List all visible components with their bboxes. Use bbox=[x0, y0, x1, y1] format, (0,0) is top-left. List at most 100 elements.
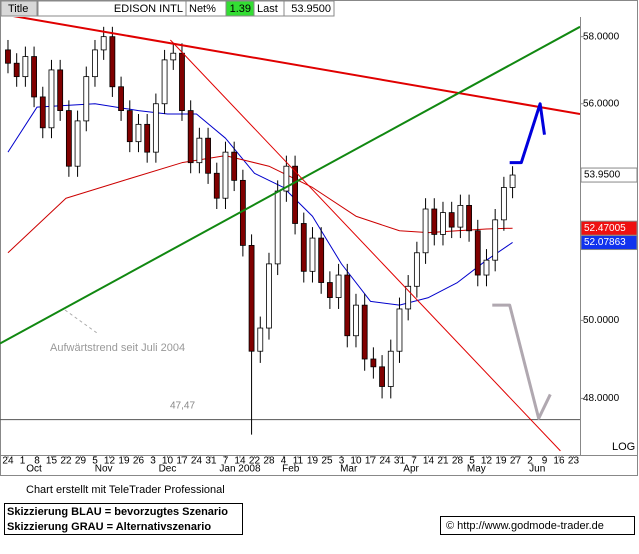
x-tick-label: 31 bbox=[394, 456, 406, 467]
last-label: Last bbox=[257, 3, 278, 15]
month-label: Mar bbox=[340, 464, 358, 475]
legend-blue: Skizzierung BLAU = bevorzugtes Szenario bbox=[7, 506, 228, 518]
candle-body bbox=[309, 237, 316, 272]
candle-body bbox=[335, 274, 342, 298]
candle-body bbox=[39, 96, 46, 129]
candle-body bbox=[413, 252, 420, 287]
candle-body bbox=[231, 151, 238, 181]
x-tick-label: 28 bbox=[263, 456, 275, 467]
candle-body bbox=[170, 52, 177, 61]
candle-body bbox=[144, 123, 151, 153]
candle-body bbox=[205, 137, 211, 174]
candle-body bbox=[152, 103, 159, 153]
month-label: Dec bbox=[159, 464, 177, 475]
x-tick-label: 7 bbox=[223, 456, 229, 467]
candle-body bbox=[222, 151, 229, 199]
legend-grey: Skizzierung GRAU = Alternativszenario bbox=[7, 521, 211, 533]
x-tick-label: 29 bbox=[75, 456, 87, 467]
candle-body bbox=[266, 263, 272, 329]
x-tick-label: 8 bbox=[34, 456, 40, 467]
trend-line bbox=[170, 39, 561, 452]
candle-body bbox=[48, 69, 55, 129]
x-tick-label: 16 bbox=[553, 456, 565, 467]
x-tick-label: 21 bbox=[437, 456, 449, 467]
trend-line bbox=[12, 17, 580, 116]
y-tick-label: 56.0000 bbox=[583, 98, 620, 109]
candle-body bbox=[274, 190, 281, 265]
month-label: Feb bbox=[282, 464, 300, 475]
candle-body bbox=[109, 36, 116, 88]
candle-body bbox=[292, 165, 298, 224]
x-tick-label: 17 bbox=[365, 456, 377, 467]
trend-annotation: Aufwärtstrend seit Juli 2004 bbox=[50, 342, 185, 354]
x-tick-label: 22 bbox=[60, 456, 72, 467]
candle-body bbox=[300, 223, 307, 272]
y-tick-label: 58.0000 bbox=[583, 31, 620, 42]
candle-body bbox=[74, 120, 81, 167]
month-label: May bbox=[467, 464, 486, 475]
x-tick-label: 12 bbox=[481, 456, 493, 467]
candle-body bbox=[248, 245, 255, 352]
candle-body bbox=[118, 86, 124, 111]
candle-body bbox=[466, 204, 472, 232]
candle-body bbox=[483, 259, 490, 276]
log-label: LOG bbox=[612, 441, 635, 453]
month-label: Apr bbox=[403, 464, 419, 475]
x-tick-label: 24 bbox=[2, 456, 14, 467]
x-tick-label: 19 bbox=[495, 456, 507, 467]
symbol: EDISON INTL bbox=[114, 3, 183, 15]
candle-body bbox=[83, 76, 90, 122]
trend-line bbox=[492, 303, 552, 420]
candle-body bbox=[387, 350, 394, 387]
x-tick-label: 22 bbox=[249, 456, 261, 467]
trend-line bbox=[509, 102, 546, 165]
x-tick-label: 2 bbox=[527, 456, 533, 467]
candle-body bbox=[196, 137, 203, 164]
candle-body bbox=[344, 274, 351, 337]
candle-body bbox=[213, 172, 220, 199]
x-tick-label: 17 bbox=[176, 456, 188, 467]
candle-body bbox=[5, 49, 11, 64]
candle-body bbox=[126, 110, 133, 143]
candle-body bbox=[440, 212, 446, 235]
candle-body bbox=[448, 212, 455, 228]
legend-box bbox=[4, 503, 243, 535]
x-tick-label: 24 bbox=[191, 456, 203, 467]
x-tick-label: 25 bbox=[321, 456, 333, 467]
y-tick-label: 50.0000 bbox=[583, 315, 620, 326]
candle-body bbox=[396, 308, 403, 352]
x-tick-label: 1 bbox=[20, 456, 26, 467]
source[interactable]: © http://www.godmode-trader.de bbox=[446, 520, 604, 532]
x-tick-label: 15 bbox=[46, 456, 58, 467]
credit: Chart erstellt mit TeleTrader Profession… bbox=[26, 484, 225, 496]
net-label: Net% bbox=[189, 3, 216, 15]
candle-body bbox=[318, 237, 325, 283]
price-marker bbox=[580, 235, 638, 251]
candle-body bbox=[22, 56, 29, 78]
annotation-pointer bbox=[64, 309, 98, 334]
candle-body bbox=[431, 208, 438, 235]
month-label: Nov bbox=[95, 464, 113, 475]
candle-body bbox=[92, 49, 98, 78]
x-tick-label: 7 bbox=[411, 456, 417, 467]
month-label: Jan 2008 bbox=[219, 464, 261, 475]
price-marker-label: 53.9500 bbox=[584, 170, 621, 181]
plot-area bbox=[0, 17, 580, 452]
candle-body bbox=[422, 208, 429, 254]
price-marker-label: 52.47005 bbox=[584, 223, 626, 234]
x-tick-label: 4 bbox=[281, 456, 287, 467]
candle-body bbox=[283, 165, 290, 192]
candle-body bbox=[13, 62, 20, 78]
x-tick-label: 28 bbox=[452, 456, 464, 467]
title-tab-text: Title bbox=[8, 3, 28, 15]
price-marker-label: 52.07863 bbox=[584, 237, 626, 248]
x-tick-label: 14 bbox=[423, 456, 435, 467]
candle-body bbox=[457, 204, 464, 228]
title-tab[interactable] bbox=[0, 0, 38, 17]
candle-body bbox=[179, 52, 185, 111]
x-tick-label: 10 bbox=[350, 456, 362, 467]
candle-body bbox=[257, 327, 264, 352]
x-tick-label: 5 bbox=[92, 456, 98, 467]
candle-body bbox=[492, 219, 499, 261]
